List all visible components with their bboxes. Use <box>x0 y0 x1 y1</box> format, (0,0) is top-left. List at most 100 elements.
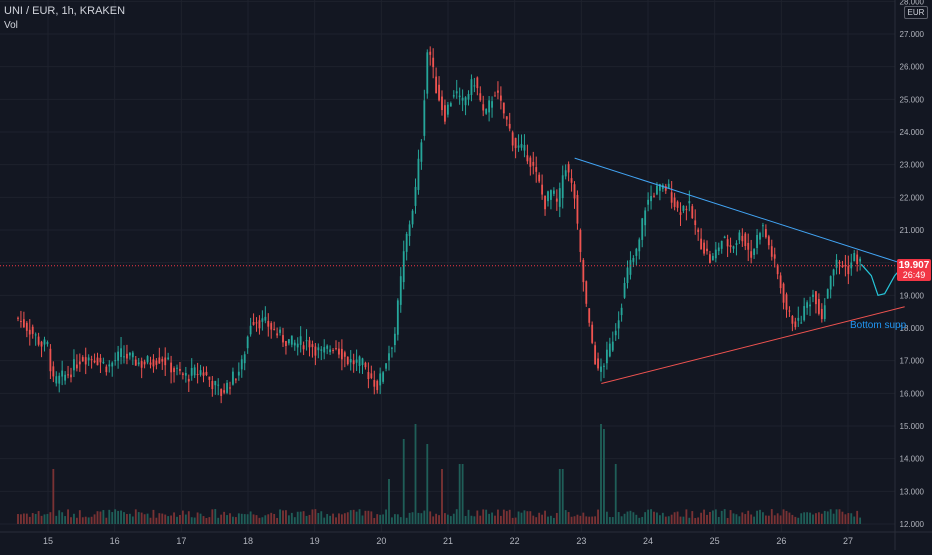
candle-up <box>809 304 811 307</box>
candle-down <box>40 341 43 347</box>
volume-indicator-label[interactable]: Vol <box>4 20 18 31</box>
volume-bar <box>661 512 664 524</box>
candle-down <box>773 254 776 259</box>
candle-down <box>838 261 841 264</box>
volume-bar <box>458 464 461 524</box>
volume-bar <box>709 511 711 524</box>
candle-down <box>532 161 535 166</box>
candle-down <box>429 51 432 55</box>
candle-up <box>426 52 429 94</box>
candle-down <box>229 387 231 389</box>
candle-down <box>815 291 817 305</box>
volume-bar <box>108 509 111 524</box>
candle-up <box>617 320 620 329</box>
volume-bar <box>208 517 211 524</box>
volume-bar <box>470 515 473 524</box>
candle-down <box>664 186 667 191</box>
candle-down <box>202 372 205 376</box>
volume-bar <box>237 513 240 524</box>
volume-bar <box>829 509 832 524</box>
volume-bar <box>494 515 496 524</box>
volume-bar <box>126 514 128 524</box>
candle-up <box>717 247 720 252</box>
volume-bar <box>764 515 767 524</box>
candle-up <box>34 334 37 336</box>
candle-up <box>600 366 602 372</box>
candle-down <box>105 366 108 373</box>
candle-down <box>444 105 446 122</box>
candle-up <box>199 370 202 375</box>
candle-down <box>526 155 529 162</box>
volume-bar <box>117 510 120 524</box>
volume-bar <box>703 509 705 524</box>
support-annotation[interactable]: Bottom supp <box>850 320 907 331</box>
volume-bar <box>399 517 402 524</box>
candle-down <box>476 77 479 89</box>
candle-up <box>611 341 614 351</box>
volume-bar <box>164 514 167 524</box>
volume-bar <box>667 516 670 524</box>
candle-down <box>308 340 311 348</box>
candle-down <box>149 362 152 365</box>
candle-down <box>252 322 255 325</box>
candle-down <box>679 212 682 215</box>
candle-up <box>603 365 605 367</box>
candle-down <box>84 357 87 365</box>
candle-up <box>658 184 661 191</box>
volume-bar <box>287 515 290 524</box>
candle-up <box>564 170 567 177</box>
volume-bar <box>146 513 149 524</box>
currency-badge[interactable]: EUR <box>904 6 928 19</box>
candle-up <box>850 262 853 269</box>
candle-up <box>305 340 308 342</box>
volume-bar <box>28 516 31 524</box>
candle-up <box>632 257 635 262</box>
candle-down <box>435 76 438 94</box>
volume-bar <box>588 516 591 524</box>
bar-countdown: 26:49 <box>902 270 926 280</box>
volume-bar <box>17 514 19 524</box>
volume-bar <box>317 512 320 524</box>
candle-down <box>511 132 514 146</box>
volume-bar <box>603 429 605 524</box>
volume-bar <box>229 513 231 524</box>
volume-bar <box>685 509 688 524</box>
volume-bar <box>800 513 803 524</box>
candle-down <box>694 220 697 226</box>
candle-down <box>538 174 541 182</box>
volume-bar <box>388 479 390 524</box>
volume-bar <box>844 514 847 524</box>
candle-down <box>332 349 334 351</box>
volume-bar <box>446 514 449 524</box>
volume-bar <box>311 509 314 524</box>
candle-up <box>58 375 61 384</box>
candle-down <box>479 93 482 101</box>
candle-up <box>491 101 493 108</box>
volume-bar <box>514 517 517 524</box>
y-tick-label: 12.000 <box>900 520 925 529</box>
candle-up <box>114 360 117 362</box>
volume-bar <box>340 514 343 524</box>
candle-up <box>620 307 623 316</box>
volume-bar <box>279 509 281 524</box>
candle-down <box>170 362 173 373</box>
volume-bar <box>432 516 435 524</box>
volume-bar <box>441 469 443 524</box>
volume-bar <box>759 509 761 524</box>
candle-up <box>520 144 523 148</box>
candle-down <box>573 184 576 199</box>
candle-up <box>517 145 520 148</box>
symbol-title[interactable]: UNI / EUR, 1h, KRAKEN <box>4 5 126 17</box>
volume-bar <box>326 514 329 524</box>
candle-down <box>143 361 146 365</box>
candle-up <box>61 370 64 377</box>
volume-bar <box>102 510 105 524</box>
volume-bar <box>105 517 108 524</box>
volume-bar <box>770 509 773 524</box>
candle-down <box>187 378 190 382</box>
candle-down <box>709 254 711 263</box>
volume-bar <box>711 510 714 524</box>
candle-down <box>591 324 594 343</box>
